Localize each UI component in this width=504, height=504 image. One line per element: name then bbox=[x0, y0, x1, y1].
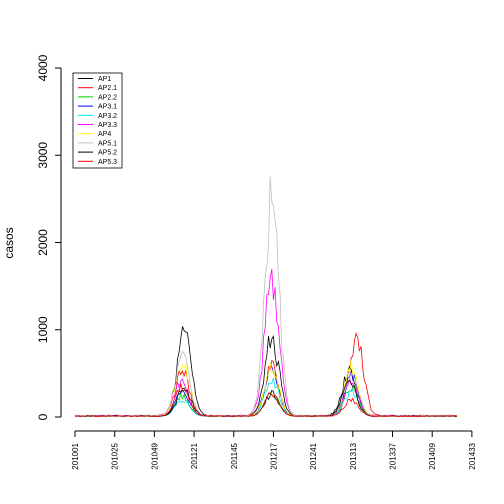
y-tick-label: 4000 bbox=[36, 54, 50, 81]
y-tick-label: 3000 bbox=[36, 142, 50, 169]
x-tick-label: 201049 bbox=[150, 442, 159, 469]
series-line-AP4 bbox=[74, 359, 458, 417]
y-tick-label: 0 bbox=[36, 413, 50, 420]
x-tick-label: 201433 bbox=[468, 442, 477, 469]
legend-entry: AP2.2 bbox=[98, 94, 117, 101]
legend-entry: AP5.2 bbox=[98, 150, 117, 157]
series-line-AP2-2 bbox=[74, 386, 458, 417]
series-line-AP1 bbox=[74, 326, 458, 417]
series-layer bbox=[74, 176, 458, 417]
series-line-AP3-3 bbox=[74, 268, 458, 417]
series-line-AP5-3 bbox=[74, 383, 458, 417]
legend-entry: AP2.1 bbox=[98, 85, 117, 92]
x-tick-label: 201001 bbox=[71, 442, 80, 469]
legend: AP1 AP2.1 AP2.2 AP3.1 AP3.2 AP3.3 AP4 AP5.1 AP5.… bbox=[72, 72, 123, 169]
x-tick-label: 201217 bbox=[269, 442, 278, 469]
x-tick-label: 201337 bbox=[389, 442, 398, 469]
y-tick-label: 1000 bbox=[36, 316, 50, 343]
legend-entry: AP4 bbox=[98, 131, 111, 138]
series-line-AP2-1 bbox=[74, 332, 458, 417]
legend-entry: AP3.2 bbox=[98, 113, 117, 120]
legend-entry: AP1 bbox=[98, 76, 111, 83]
x-tick-label: 201025 bbox=[111, 442, 120, 469]
x-tick-label: 201121 bbox=[190, 442, 199, 469]
legend-entry: AP3.1 bbox=[98, 104, 117, 111]
y-axis-label: casos bbox=[2, 227, 16, 258]
x-tick-label: 201241 bbox=[309, 442, 318, 469]
y-tick-label: 2000 bbox=[36, 229, 50, 256]
axes: 0 1000 2000 3000 4000 201001 201025 201049 20112… bbox=[36, 54, 477, 469]
x-tick-label: 201313 bbox=[349, 442, 358, 469]
x-tick-label: 201409 bbox=[428, 442, 437, 469]
x-tick-label: 201145 bbox=[230, 442, 239, 469]
legend-entry: AP5.1 bbox=[98, 140, 117, 147]
legend-entry: AP5.3 bbox=[98, 159, 117, 166]
legend-entry: AP3.3 bbox=[98, 122, 117, 129]
